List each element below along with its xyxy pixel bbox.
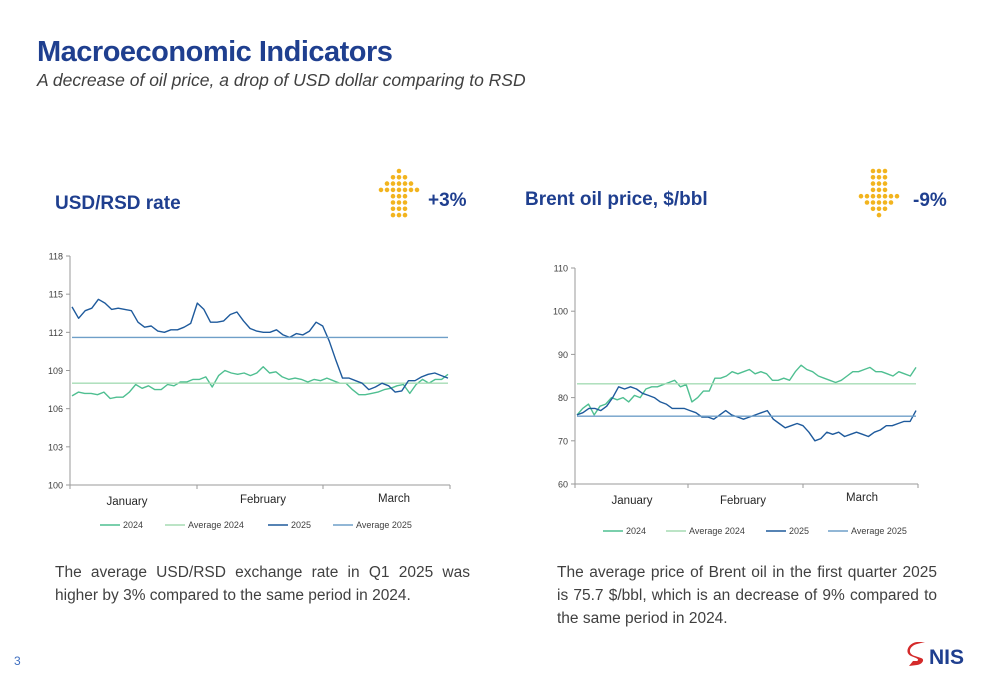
y-tick-label: 112 (49, 328, 63, 338)
y-tick-label: 90 (558, 350, 568, 360)
x-month-label: February (720, 495, 766, 507)
y-tick-label: 70 (558, 436, 568, 446)
usd-rsd-description: The average USD/RSD exchange rate in Q1 … (55, 564, 470, 604)
y-tick-label: 103 (48, 442, 63, 452)
page-subtitle: A decrease of oil price, a drop of USD d… (37, 70, 526, 90)
y-tick-label: 109 (48, 366, 63, 376)
series-line-2025 (71, 298, 449, 393)
x-month-label: March (846, 492, 878, 504)
y-tick-label: 80 (558, 393, 568, 403)
down-arrow-icon (858, 168, 900, 218)
up-arrow-icon (378, 168, 420, 218)
nis-logo: NIS (907, 642, 964, 669)
legend-label: Average 2024 (188, 520, 244, 530)
legend-label: Average 2024 (689, 526, 745, 536)
y-tick-label: 106 (48, 404, 63, 414)
legend-label: Average 2025 (851, 526, 907, 536)
x-month-label: January (107, 496, 148, 508)
legend-label: Average 2025 (356, 520, 412, 530)
legend-item: Average 2024 (165, 520, 244, 530)
usd-rsd-change-value: +3% (428, 190, 467, 211)
brent-description: The average price of Brent oil in the fi… (557, 564, 937, 627)
x-month-label: March (378, 493, 410, 505)
legend-item: 2024 (100, 520, 143, 530)
brent-panel-title: Brent oil price, $/bbl (525, 189, 708, 210)
chart-legend: 2024 Average 2024 2025 Average 2025 (100, 520, 412, 530)
nis-logo-text: NIS (929, 646, 964, 669)
y-tick-label: 110 (554, 264, 568, 274)
legend-label: 2024 (626, 526, 646, 536)
y-tick-label: 118 (49, 252, 63, 262)
page-number: 3 (14, 654, 21, 668)
series-line-2024 (576, 364, 917, 416)
y-tick-label: 60 (558, 480, 568, 490)
legend-item: 2025 (268, 520, 311, 530)
legend-label: 2024 (123, 520, 143, 530)
brent-change-value: -9% (913, 190, 947, 211)
legend-item: 2025 (766, 526, 809, 536)
legend-item: Average 2025 (333, 520, 412, 530)
series-line-2025 (576, 386, 917, 442)
x-month-label: February (240, 494, 286, 506)
brent-chart: 60 70 80 90 100 110 January February March 2024 Av… (553, 264, 919, 536)
legend-label: 2025 (789, 526, 809, 536)
y-tick-label: 115 (49, 290, 63, 300)
usd-rsd-panel-title: USD/RSD rate (55, 193, 181, 214)
legend-item: Average 2025 (828, 526, 907, 536)
y-tick-label: 100 (48, 481, 63, 491)
x-month-label: January (612, 495, 653, 507)
page-title: Macroeconomic Indicators (37, 36, 393, 68)
legend-item: Average 2024 (666, 526, 745, 536)
chart-legend: 2024 Average 2024 2025 Average 2025 (603, 526, 907, 536)
series-line-2024 (71, 365, 449, 400)
legend-item: 2024 (603, 526, 646, 536)
legend-label: 2025 (291, 520, 311, 530)
usd-rsd-chart: 100 103 106 109 112 115 118 January February Marc… (48, 252, 451, 530)
y-tick-label: 100 (553, 307, 568, 317)
nis-logo-mark (907, 642, 925, 666)
